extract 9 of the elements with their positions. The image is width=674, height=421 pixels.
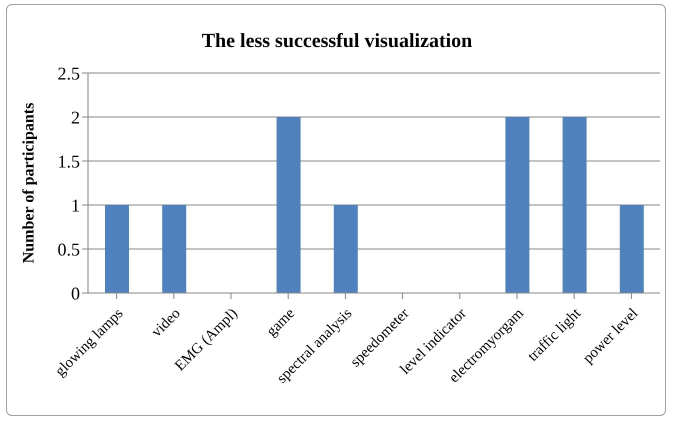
x-tick-label: video xyxy=(148,306,184,340)
y-tick-label: 1.5 xyxy=(58,151,80,172)
y-tick-label: 1 xyxy=(71,195,80,216)
y-tick-label: 0.5 xyxy=(58,239,80,260)
chart-title: The less successful visualization xyxy=(200,30,474,53)
y-tick-label: 0 xyxy=(71,283,80,304)
y-axis-title: Number of participants xyxy=(20,102,38,264)
y-tick-label: 2 xyxy=(71,107,80,128)
y-tick-label: 2.5 xyxy=(58,63,80,84)
